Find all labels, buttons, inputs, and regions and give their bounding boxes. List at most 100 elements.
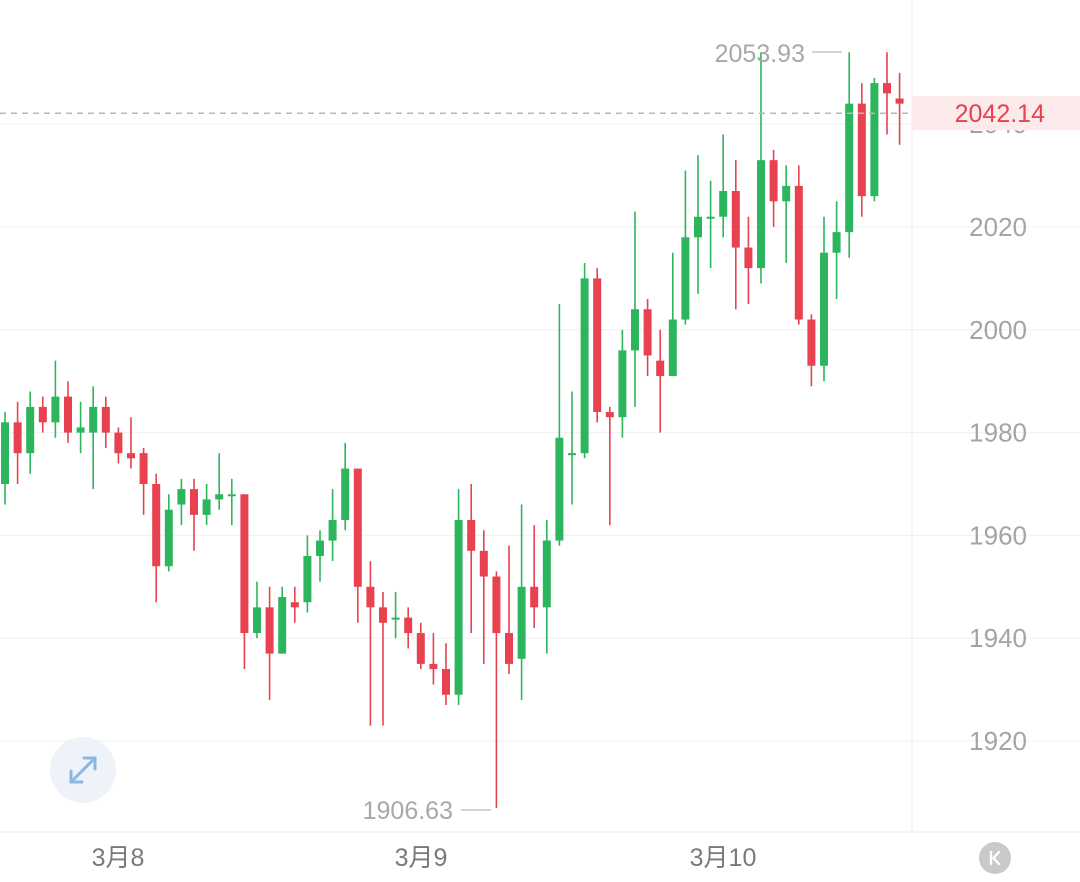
candle-body	[668, 319, 677, 377]
candle	[253, 581, 261, 639]
candle	[202, 484, 211, 526]
candle-body	[303, 555, 312, 603]
x-tick-label: 3月8	[92, 844, 145, 872]
candle	[719, 134, 728, 238]
candle	[265, 586, 274, 700]
candle-body	[757, 160, 765, 269]
candle	[870, 77, 879, 202]
candle	[706, 180, 715, 269]
candle	[568, 391, 576, 505]
candle	[353, 468, 362, 623]
candle-body	[240, 494, 249, 634]
candle-body	[542, 540, 551, 608]
candle-body	[555, 437, 564, 541]
candle	[416, 622, 425, 670]
candle-body	[593, 278, 602, 413]
candle	[857, 83, 866, 217]
candle	[341, 442, 350, 531]
y-tick-label: 2020	[969, 212, 1027, 242]
high-price-label: 2053.93	[715, 40, 805, 68]
candle-body	[328, 519, 337, 541]
candle	[404, 607, 413, 649]
candle	[542, 519, 551, 654]
candle	[618, 329, 627, 438]
candle	[454, 489, 463, 706]
last-price-label: 2042.14	[955, 100, 1045, 128]
candle-body	[832, 232, 841, 253]
candle	[631, 211, 639, 407]
candle	[278, 586, 287, 654]
candle-body	[845, 103, 854, 233]
candle-body	[265, 607, 274, 654]
candle	[190, 478, 198, 551]
candle-body	[467, 519, 476, 551]
candle	[227, 478, 236, 526]
candle	[114, 427, 123, 464]
candle-body	[416, 633, 425, 664]
last-price-marker: 2042.14	[0, 96, 1080, 131]
candle	[13, 401, 22, 484]
low-annotation: 1906.63	[363, 797, 491, 825]
candle-body	[769, 160, 778, 202]
candle	[757, 52, 765, 284]
candle-body	[13, 422, 22, 454]
candle-body	[215, 494, 224, 500]
candle	[845, 52, 854, 258]
candle-body	[51, 396, 60, 423]
expand-chart-button[interactable]	[50, 737, 116, 803]
candle-body	[429, 663, 438, 670]
candle	[769, 149, 778, 227]
candle	[467, 484, 476, 634]
candle-body	[857, 103, 866, 197]
low-price-label: 1906.63	[363, 797, 453, 825]
candle-body	[353, 468, 362, 587]
candle-body	[76, 427, 85, 433]
candle-body	[492, 576, 501, 634]
candle	[127, 417, 135, 469]
candle-body	[101, 406, 110, 433]
y-axis-ticks: 1920194019601980200020202040	[969, 109, 1027, 756]
candle-body	[694, 216, 702, 238]
candle-body	[341, 468, 350, 520]
candle	[139, 448, 148, 515]
candle	[26, 391, 35, 474]
y-tick-label: 1940	[969, 623, 1027, 653]
candle	[303, 535, 312, 613]
candle	[76, 401, 85, 454]
candle	[593, 268, 602, 423]
x-tick-label: 3月9	[395, 844, 448, 872]
high-annotation: 2053.93	[715, 40, 842, 68]
candle	[1, 412, 9, 505]
candle-body	[177, 489, 186, 505]
candle	[668, 252, 677, 377]
grid-lines	[0, 123, 1080, 742]
candle-body	[782, 185, 791, 202]
x-axis-ticks: 3月8 3月9 3月10	[92, 844, 757, 872]
candle-body	[794, 185, 803, 320]
candle	[517, 504, 526, 700]
candle-body	[731, 191, 740, 248]
candle	[479, 530, 488, 664]
candle	[366, 561, 375, 726]
candle-body	[64, 396, 72, 433]
skip-to-latest-button[interactable]	[979, 842, 1011, 874]
y-tick-label: 1920	[969, 726, 1027, 756]
candle-body	[820, 252, 828, 366]
candle	[38, 396, 47, 433]
candle-body	[568, 453, 576, 456]
candle	[832, 201, 841, 299]
candle	[51, 360, 60, 438]
candle	[152, 473, 161, 603]
y-tick-label: 1960	[969, 520, 1027, 550]
candle	[731, 160, 740, 310]
candle-body	[227, 494, 236, 497]
candle-body	[618, 350, 627, 418]
candle	[744, 216, 753, 305]
candle-body	[605, 412, 614, 418]
candle	[681, 170, 690, 325]
skip-to-latest-icon	[989, 850, 1001, 866]
candle-body	[681, 237, 690, 320]
candle	[580, 262, 589, 459]
candle	[101, 396, 110, 449]
